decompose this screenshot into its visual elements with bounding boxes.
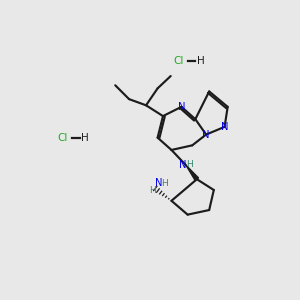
Text: H: H [149,186,156,195]
Text: H: H [81,133,89,142]
Text: Cl: Cl [173,56,184,66]
Text: N: N [221,122,228,132]
Text: N: N [154,178,162,188]
Text: N: N [202,130,210,140]
Text: N: N [179,160,187,170]
Text: N: N [178,102,185,112]
Text: Cl: Cl [58,133,68,142]
Text: H: H [161,178,168,188]
Text: H: H [187,160,194,169]
Text: H: H [197,56,205,66]
Polygon shape [186,165,199,181]
